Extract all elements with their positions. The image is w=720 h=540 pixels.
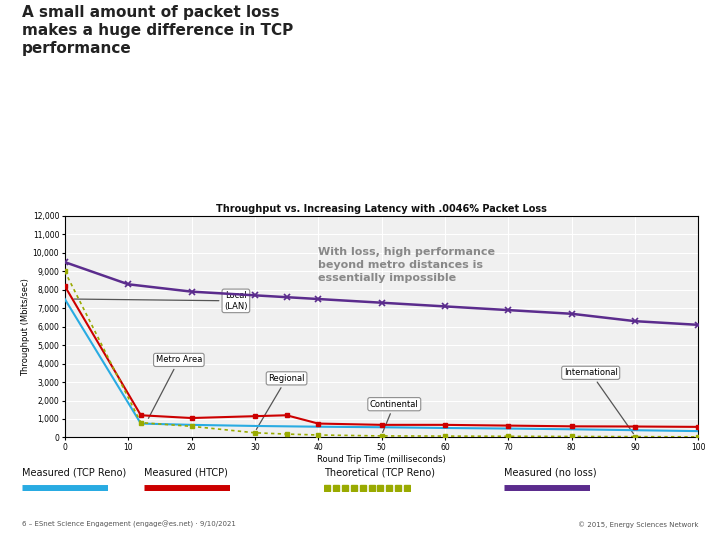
Text: 6 – ESnet Science Engagement (engage@es.net) · 9/10/2021: 6 – ESnet Science Engagement (engage@es.…: [22, 521, 235, 528]
Title: Throughput vs. Increasing Latency with .0046% Packet Loss: Throughput vs. Increasing Latency with .…: [216, 204, 547, 214]
Text: International: International: [564, 368, 634, 434]
Text: Continental: Continental: [370, 400, 418, 433]
Text: A small amount of packet loss
makes a huge difference in TCP
performance: A small amount of packet loss makes a hu…: [22, 5, 293, 56]
Text: Theoretical (TCP Reno): Theoretical (TCP Reno): [324, 468, 435, 478]
Text: Measured (no loss): Measured (no loss): [504, 468, 597, 478]
Text: Regional: Regional: [256, 374, 305, 429]
Text: Measured (TCP Reno): Measured (TCP Reno): [22, 468, 126, 478]
X-axis label: Round Trip Time (milliseconds): Round Trip Time (milliseconds): [318, 455, 446, 464]
Text: Local
(LAN): Local (LAN): [74, 291, 248, 310]
Text: Measured (HTCP): Measured (HTCP): [144, 468, 228, 478]
Text: With loss, high performance
beyond metro distances is
essentially impossible: With loss, high performance beyond metro…: [318, 246, 495, 283]
Y-axis label: Throughput (Mbits/sec): Throughput (Mbits/sec): [21, 278, 30, 376]
Text: Metro Area: Metro Area: [148, 355, 202, 418]
Text: © 2015, Energy Sciences Network: © 2015, Energy Sciences Network: [578, 521, 698, 528]
